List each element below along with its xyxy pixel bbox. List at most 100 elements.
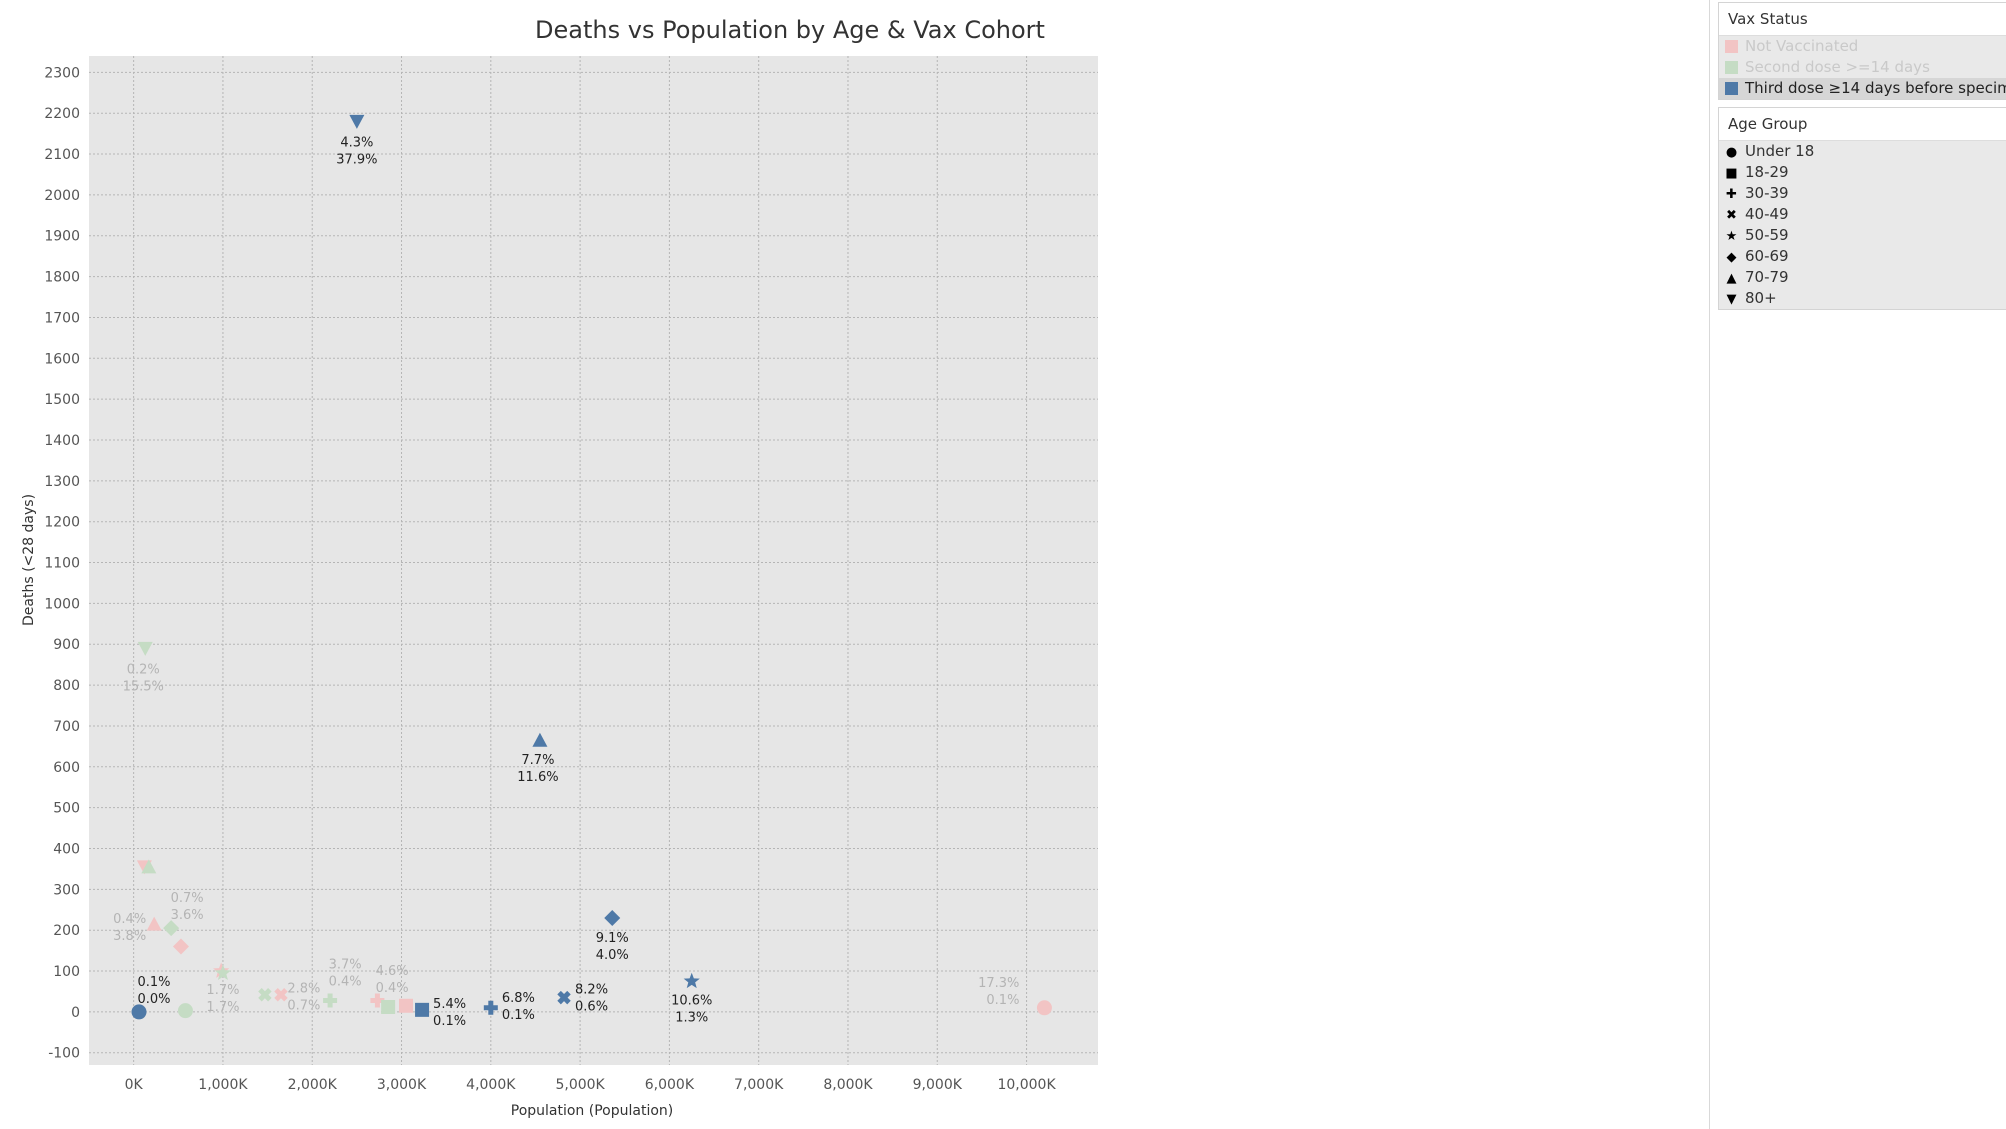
data-point-80- [349,114,365,129]
data-label: 0.1% [502,1008,535,1023]
triangle-up-icon: ▲ [1726,271,1737,286]
circle-icon: ● [1725,145,1738,160]
x-tick-label: 4,000K [466,1077,516,1093]
data-label: 0.7% [287,999,320,1014]
y-tick-label: 300 [53,882,80,898]
legend-item-second-dose[interactable]: Second dose >=14 days [1719,57,2006,78]
data-label: 7.7% [521,753,554,768]
diamond-icon: ◆ [1726,250,1737,265]
legend-item-label: 50-59 [1745,226,1789,244]
data-point-under-18 [177,1003,193,1019]
data-point-70-79 [532,732,548,747]
legend-item-30-39[interactable]: ✚ 30-39 [1719,183,2006,204]
y-tick-label: 400 [53,841,80,857]
color-swatch [1725,40,1738,53]
y-tick-label: 1000 [44,596,80,612]
data-label: 0.4% [329,974,362,989]
data-label: 0.1% [137,975,170,990]
y-tick-label: 200 [53,923,80,939]
data-point-50-59 [683,972,700,989]
data-label: 4.6% [376,964,409,979]
x-tick-label: 6,000K [645,1077,695,1093]
data-label: 4.0% [596,948,629,963]
data-point-30-39 [323,993,338,1008]
scatter-chart: Deaths vs Population by Age & Vax Cohort… [21,16,1098,1119]
y-tick-label: 1100 [44,556,80,572]
data-point-18-29 [398,998,413,1013]
x-axis-ticks: 0K 1,000K 2,000K 3,000K 4,000K 5,000K 6,000K 7,… [125,1077,1057,1093]
y-tick-label: -100 [48,1046,80,1062]
legend-item-not-vaccinated[interactable]: Not Vaccinated [1719,36,2006,57]
square-icon: ■ [1725,166,1738,181]
data-label: 0.4% [376,981,409,996]
y-axis-label: Deaths (<28 days) [21,494,37,626]
x-axis-label: Population (Population) [511,1103,673,1119]
y-tick-label: 900 [53,637,80,653]
vax-status-legend: Vax Status Not Vaccinated Second dose >=… [1718,2,2006,100]
x-tick-label: 9,000K [913,1077,963,1093]
legend-item-80-plus[interactable]: ▼ 80+ [1719,288,2006,309]
data-label: 5.4% [433,997,466,1012]
data-point-under-18 [131,1004,147,1020]
chart-title: Deaths vs Population by Age & Vax Cohort [535,16,1045,44]
plus-icon: ✚ [1726,187,1737,202]
y-tick-label: 500 [53,801,80,817]
color-swatch [1725,82,1738,95]
data-label: 0.2% [127,662,160,677]
x-tick-label: 5,000K [555,1077,605,1093]
data-point-30-39 [370,993,385,1008]
legend-item-under-18[interactable]: ● Under 18 [1719,141,2006,162]
data-point-60-69 [163,920,180,937]
data-label: 3.7% [329,957,362,972]
grid-lines [89,56,1098,1065]
plot-area [89,56,1098,1065]
legend-item-label: 30-39 [1745,184,1789,202]
data-label: 11.6% [517,770,558,785]
y-tick-label: 2100 [44,147,80,163]
legend-item-label: 70-79 [1745,268,1789,286]
data-point-50-59 [214,964,232,980]
legend-item-60-69[interactable]: ◆ 60-69 [1719,246,2006,267]
data-label: 0.6% [575,1000,608,1015]
legend-item-50-59[interactable]: ★ 50-59 [1719,225,2006,246]
data-label: 3.8% [113,929,146,944]
cross-icon: ✖ [1726,208,1737,223]
data-point-40-49 [258,988,272,1002]
data-label: 0.0% [137,992,170,1007]
legend-item-40-49[interactable]: ✖ 40-49 [1719,204,2006,225]
data-point-80- [137,641,153,656]
legend-item-18-29[interactable]: ■ 18-29 [1719,162,2006,183]
data-label: 0.1% [986,993,1019,1008]
data-label: 10.6% [671,993,712,1008]
y-axis-ticks: -100 0 100 200 300 400 500 600 700 800 900 1000 1100… [44,65,80,1061]
y-tick-label: 1800 [44,270,80,286]
legend-item-label: Third dose ≥14 days before specimen date [1745,79,2006,97]
data-point-40-49 [557,990,571,1005]
data-label: 0.4% [113,912,146,927]
x-tick-label: 1,000K [198,1077,248,1093]
y-tick-label: 1900 [44,229,80,245]
x-tick-label: 10,000K [997,1077,1056,1093]
y-tick-label: 1400 [44,433,80,449]
y-tick-label: 1200 [44,515,80,531]
x-tick-label: 2,000K [288,1077,338,1093]
legend-item-label: 18-29 [1745,163,1789,181]
y-tick-label: 1700 [44,310,80,326]
data-label: 8.2% [575,983,608,998]
data-point-70-79 [141,859,157,874]
data-point-60-69 [172,938,189,955]
data-points [131,114,1052,1020]
y-tick-label: 2300 [44,65,80,81]
legend-item-label: 60-69 [1745,247,1789,265]
legend-item-label: Second dose >=14 days [1745,58,1930,76]
legend-item-label: 80+ [1745,289,1777,307]
data-label: 6.8% [502,991,535,1006]
legend-item-third-dose[interactable]: Third dose ≥14 days before specimen date [1719,78,2006,99]
legend-item-70-79[interactable]: ▲ 70-79 [1719,267,2006,288]
data-point-under-18 [1036,1000,1052,1016]
legend-item-label: Under 18 [1745,142,1815,160]
data-label: 17.3% [978,976,1019,991]
color-swatch [1725,61,1738,74]
data-label: 9.1% [596,931,629,946]
data-label: 2.8% [287,982,320,997]
